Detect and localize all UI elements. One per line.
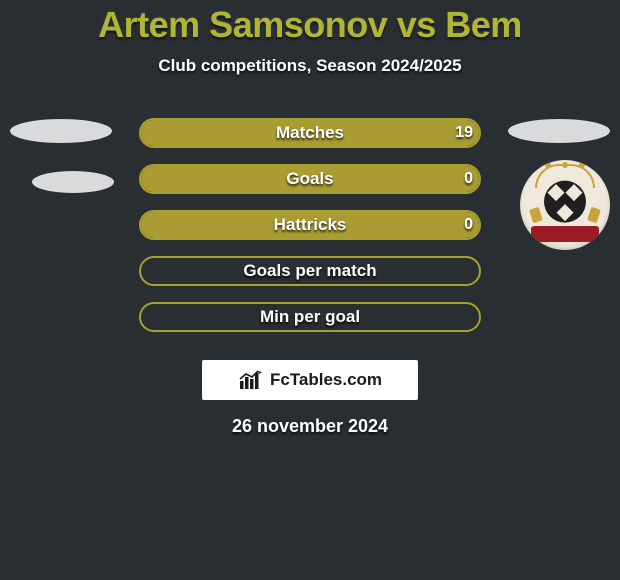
left-player-badge — [10, 165, 114, 193]
stat-bar-fill-right — [141, 120, 479, 146]
placeholder-oval-icon — [32, 171, 114, 193]
stat-bar-outline — [139, 256, 481, 286]
stat-row: Hattricks0 — [0, 210, 620, 256]
stat-bar-outline — [139, 118, 481, 148]
stat-bar-outline — [139, 164, 481, 194]
left-player-badge — [10, 119, 112, 143]
stat-bar: Min per goal — [139, 302, 481, 332]
page-subtitle: Club competitions, Season 2024/2025 — [0, 56, 620, 76]
fctables-logo: FcTables.com — [202, 360, 418, 400]
stat-bar: Matches19 — [139, 118, 481, 148]
stat-bar: Goals per match — [139, 256, 481, 286]
stat-row: Goals0 — [0, 164, 620, 210]
stat-bar-fill-right — [141, 166, 479, 192]
stat-bar-fill-right — [141, 212, 479, 238]
page-title: Artem Samsonov vs Bem — [0, 4, 620, 46]
snapshot-date: 26 november 2024 — [0, 416, 620, 437]
stat-bar: Hattricks0 — [139, 210, 481, 240]
placeholder-oval-icon — [508, 119, 610, 143]
stat-bar-outline — [139, 210, 481, 240]
logo-text: FcTables.com — [270, 370, 382, 390]
right-player-badge — [508, 119, 610, 143]
stat-row: Goals per match — [0, 256, 620, 302]
stats-container: Matches19 Goals0 Hattricks0 Goals per match… — [0, 118, 620, 348]
placeholder-oval-icon — [10, 119, 112, 143]
bar-chart-icon — [238, 369, 264, 391]
stat-bar-outline — [139, 302, 481, 332]
stat-row: Min per goal — [0, 302, 620, 348]
stat-bar: Goals0 — [139, 164, 481, 194]
stat-row: Matches19 — [0, 118, 620, 164]
